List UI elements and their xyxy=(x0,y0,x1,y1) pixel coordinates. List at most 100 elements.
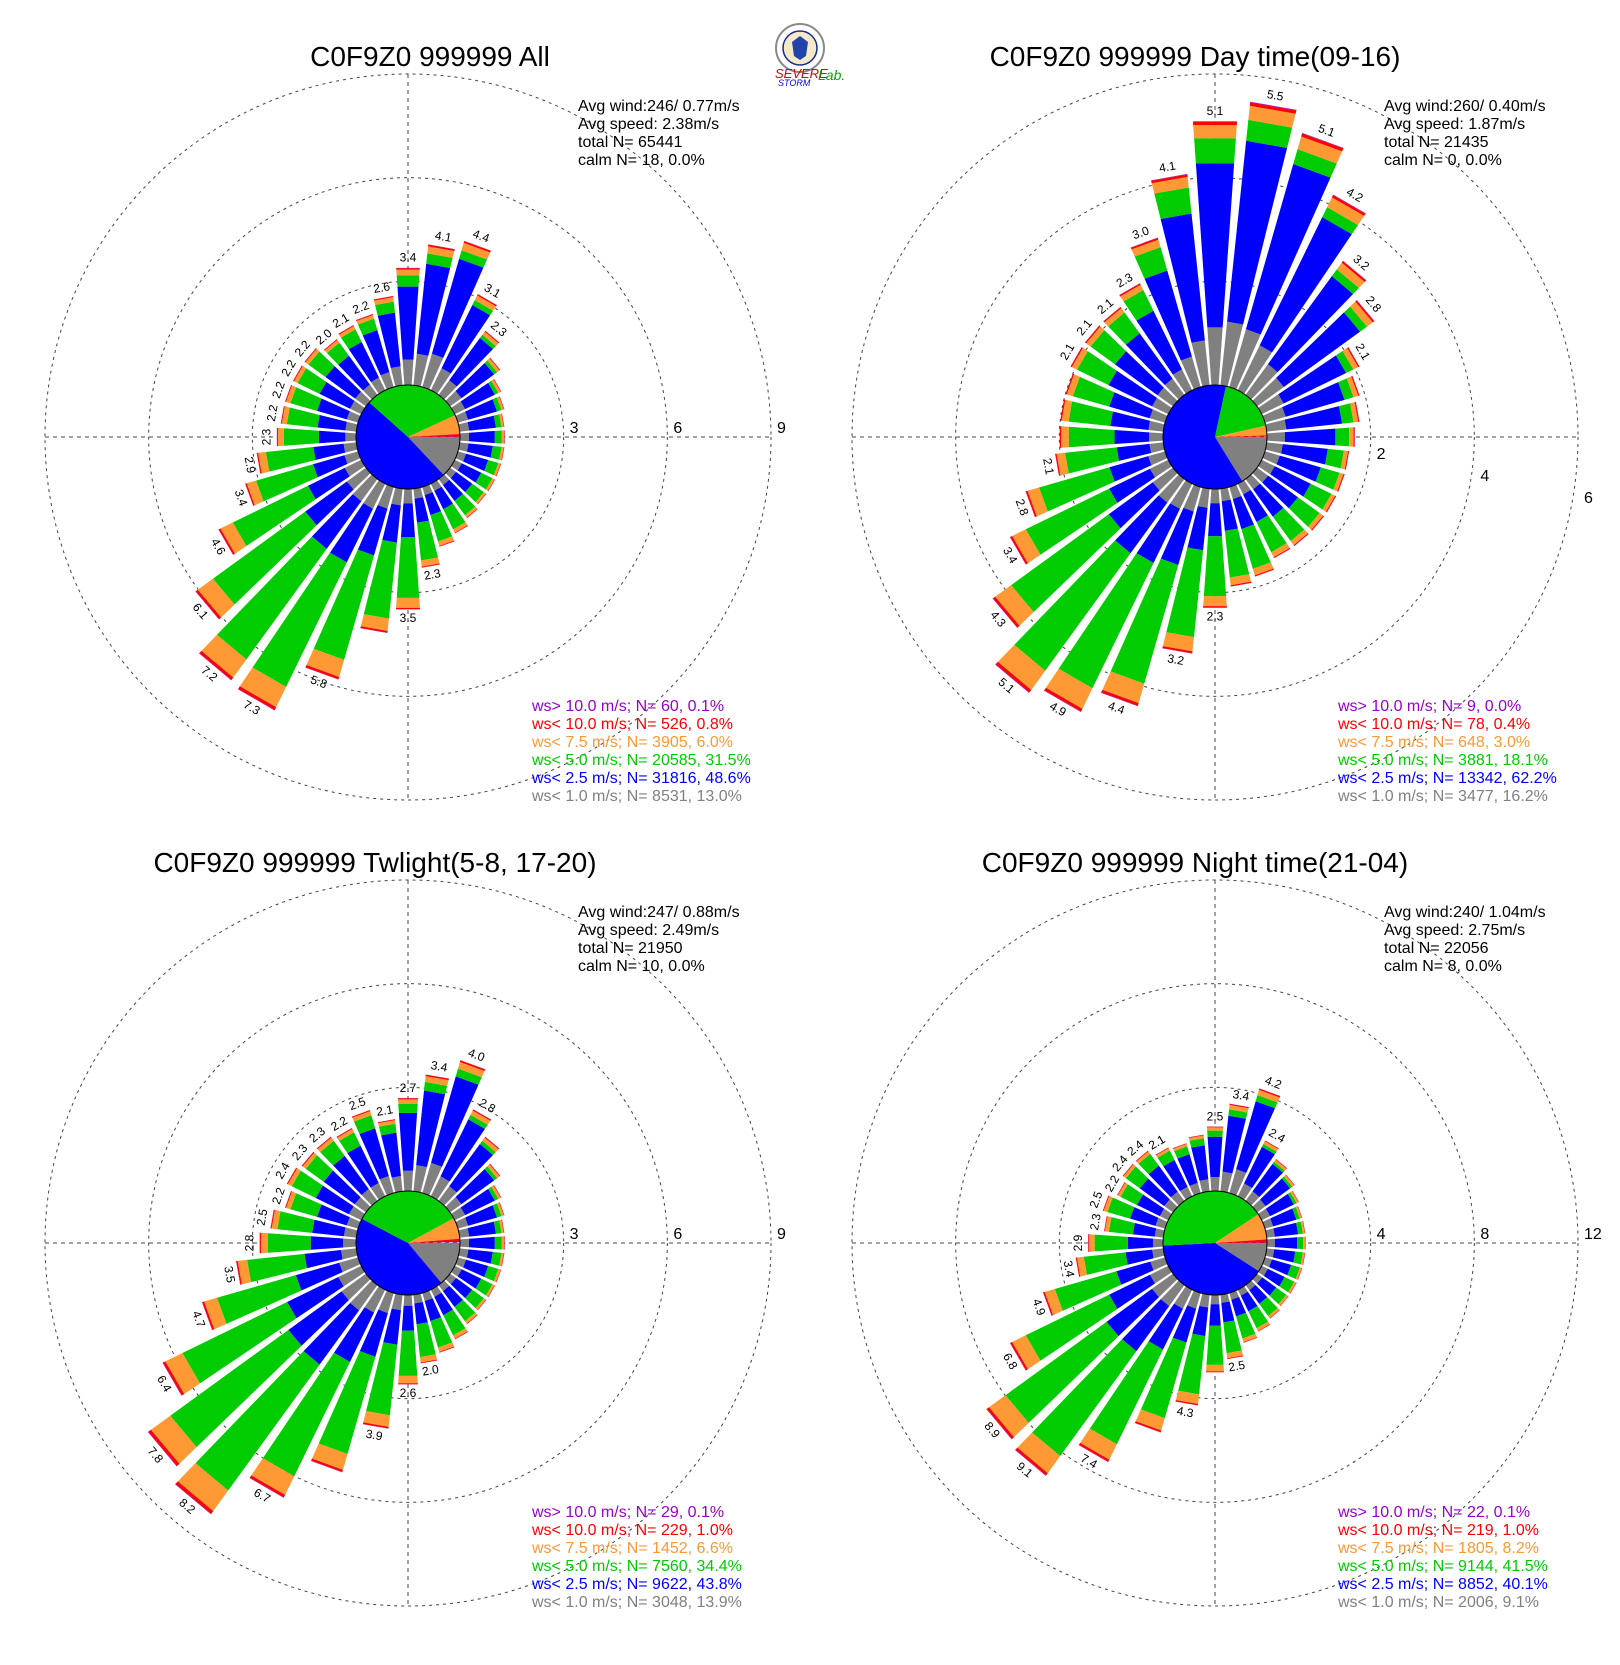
bar-value-label: 2.3 xyxy=(260,428,274,445)
bar-dir-100-lt1 xyxy=(1265,442,1282,453)
bar-dir-190-lt1 xyxy=(392,1293,403,1310)
bar-value-label: 4.1 xyxy=(434,228,453,245)
legend-entry-lt2-5: ws< 2.5 m/s; N= 31816, 48.6% xyxy=(531,770,751,787)
ring-label: 2 xyxy=(1377,446,1386,463)
info-calm: calm N= 0, 0.0% xyxy=(1384,152,1502,169)
bar-value-label: 3.1 xyxy=(482,280,504,301)
legend-entry-lt5: ws< 5.0 m/s; N= 3881, 18.1% xyxy=(1337,752,1548,769)
bar-dir-90-lt5 xyxy=(495,1236,502,1249)
legend-entry-lt10: ws< 10.0 m/s; N= 78, 0.4% xyxy=(1337,716,1530,733)
bar-dir-280-lt1 xyxy=(344,1227,358,1237)
bar-value-label: 2.5 xyxy=(1087,1189,1106,1210)
bar-dir-80-lt1 xyxy=(458,1228,469,1237)
severe-storm-lab-logo: SEVERE STORM Lab. xyxy=(775,24,845,88)
bar-value-label: 2.1 xyxy=(1057,341,1078,363)
bar-dir-90-lt10 xyxy=(1354,427,1355,447)
bar-dir-100-lt5 xyxy=(1325,449,1344,468)
bar-value-label: 2.6 xyxy=(372,279,391,296)
bar-dir-270-lt1 xyxy=(343,1238,356,1247)
ring-label: 6 xyxy=(673,420,682,437)
bar-dir-260-lt1 xyxy=(1152,1248,1164,1258)
bar-dir-180-lt10 xyxy=(1203,606,1227,607)
bar-dir-270-lt5 xyxy=(284,428,319,445)
bar-dir-0-lt2_5 xyxy=(1196,163,1234,327)
legend-entry-gt10: ws> 10.0 m/s; N= 60, 0.1% xyxy=(531,698,724,715)
ring-label: 9 xyxy=(777,1226,786,1243)
bar-dir-90-lt2_5 xyxy=(469,1237,495,1249)
bar-value-label: 2.3 xyxy=(1114,270,1136,291)
bar-dir-0-lt1 xyxy=(403,1171,413,1191)
bar-dir-180-lt7_5 xyxy=(396,598,420,608)
bar-value-label: 3.5 xyxy=(221,1265,238,1284)
info-total: total N= 21435 xyxy=(1384,134,1489,151)
bar-dir-180-lt10 xyxy=(398,1383,418,1384)
bar-dir-270-lt2_5 xyxy=(311,1236,343,1250)
bar-value-label: 2.6 xyxy=(400,1386,417,1400)
bar-dir-0-lt1 xyxy=(1210,1177,1219,1191)
bar-value-label: 5.1 xyxy=(1207,104,1224,118)
bar-dir-260-lt1 xyxy=(1149,442,1164,453)
info-avg-wind: Avg wind:260/ 0.40m/s xyxy=(1384,98,1546,115)
bar-dir-90-lt2_5 xyxy=(1285,429,1336,446)
ring-label: 6 xyxy=(673,1226,682,1243)
bar-dir-280-lt1 xyxy=(345,422,357,432)
bar-value-label: 2.1 xyxy=(375,1102,394,1119)
bar-value-label: 2.1 xyxy=(1353,341,1374,363)
bar-value-label: 2.1 xyxy=(330,310,352,331)
bar-dir-270-lt10 xyxy=(260,1233,261,1254)
bar-dir-0-lt10 xyxy=(1193,122,1237,125)
bar-dir-90-lt1 xyxy=(1267,1239,1275,1247)
legend-entry-lt1: ws< 1.0 m/s; N= 8531, 13.0% xyxy=(531,788,742,805)
bar-dir-350-lt1 xyxy=(1199,1179,1209,1192)
panel-title: C0F9Z0 999999 All xyxy=(310,41,550,72)
bar-dir-90-lt2_5 xyxy=(469,431,495,443)
bar-dir-0-lt5 xyxy=(1194,138,1236,163)
bar-dir-180-lt1 xyxy=(403,489,412,504)
bar-dir-90-lt5 xyxy=(1297,1237,1303,1249)
legend-entry-lt10: ws< 10.0 m/s; N= 219, 1.0% xyxy=(1337,1522,1539,1539)
bar-dir-170-lt1 xyxy=(413,487,423,498)
bar-dir-180-lt5 xyxy=(397,537,419,598)
bar-value-label: 4.2 xyxy=(1344,185,1366,206)
bar-value-label: 3.4 xyxy=(1232,1087,1251,1104)
bar-value-label: 2.5 xyxy=(1207,1109,1224,1123)
bar-dir-180-lt2_5 xyxy=(1209,1304,1221,1326)
bar-dir-270-lt5 xyxy=(1095,1235,1128,1252)
bar-dir-90-lt7_5 xyxy=(502,1236,504,1249)
bar-value-label: 2.8 xyxy=(477,1095,499,1116)
bar-dir-270-lt2_5 xyxy=(1115,430,1150,444)
bar-value-label: 4.3 xyxy=(1176,1404,1195,1421)
bar-dir-90-lt10 xyxy=(504,1236,505,1250)
bar-dir-280-lt5 xyxy=(287,408,320,428)
bar-value-label: 3.9 xyxy=(365,1427,384,1444)
bar-value-label: 3.4 xyxy=(400,251,417,265)
bar-dir-0-lt10 xyxy=(396,268,420,269)
info-calm: calm N= 8, 0.0% xyxy=(1384,958,1502,975)
info-avg-wind: Avg wind:240/ 1.04m/s xyxy=(1384,904,1546,921)
ring-label: 3 xyxy=(570,420,579,437)
info-avg-speed: Avg speed: 2.38m/s xyxy=(578,116,719,133)
bar-dir-190-lt1 xyxy=(1199,1293,1209,1307)
bar-dir-0-lt7_5 xyxy=(396,270,419,276)
bar-value-label: 2.1 xyxy=(1040,457,1057,476)
bar-value-label: 2.3 xyxy=(1207,609,1224,623)
bar-value-label: 2.2 xyxy=(328,1113,350,1134)
info-avg-wind: Avg wind:247/ 0.88m/s xyxy=(578,904,740,921)
bar-value-label: 2.2 xyxy=(264,403,281,422)
bar-dir-180-lt7_5 xyxy=(398,1376,418,1383)
bar-dir-90-lt7_5 xyxy=(1349,427,1353,446)
bar-dir-270-lt1 xyxy=(345,433,356,442)
legend-entry-lt2-5: ws< 2.5 m/s; N= 13342, 62.2% xyxy=(1337,770,1557,787)
legend-entry-lt1: ws< 1.0 m/s; N= 2006, 9.1% xyxy=(1337,1594,1539,1611)
bar-dir-270-lt7_5 xyxy=(278,428,284,446)
panel-title: C0F9Z0 999999 Night time(21-04) xyxy=(982,847,1408,878)
bar-value-label: 2.2 xyxy=(1102,1173,1123,1195)
bar-dir-90-lt1 xyxy=(460,1239,469,1248)
bar-dir-0-lt2_5 xyxy=(399,1113,417,1171)
legend-entry-lt7-5: ws< 7.5 m/s; N= 1805, 8.2% xyxy=(1337,1540,1539,1557)
bar-dir-190-lt1 xyxy=(391,487,402,505)
bar-dir-0-lt5 xyxy=(397,275,420,286)
bar-dir-0-lt10 xyxy=(398,1098,418,1099)
